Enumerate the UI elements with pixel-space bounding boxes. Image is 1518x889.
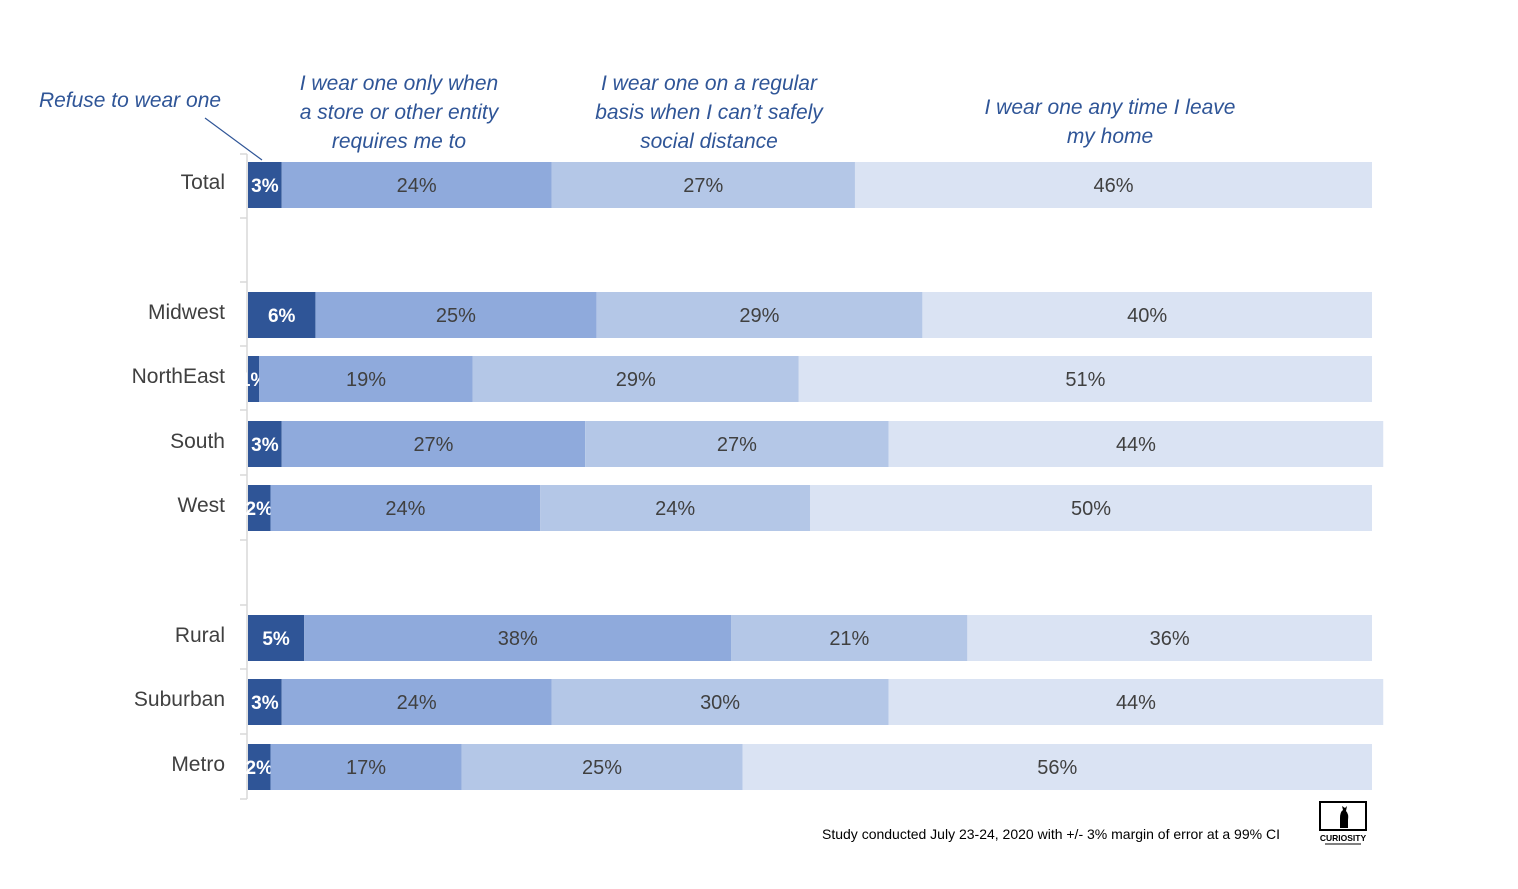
bar-segment [540, 485, 810, 531]
data-label: 6% [268, 306, 296, 327]
bar-segment [281, 679, 552, 725]
bar-segment [888, 679, 1384, 725]
series-header: I wear one on a regular basis when I can’… [570, 69, 848, 156]
category-label: West [177, 494, 225, 517]
data-label: 40% [1127, 305, 1167, 327]
bar-segment [854, 162, 1372, 208]
series-header-line: social distance [640, 130, 778, 153]
bar-segment [585, 421, 889, 467]
data-label: 56% [1037, 757, 1077, 779]
data-label: 21% [829, 628, 869, 650]
bar-segment [798, 356, 1372, 402]
bar-segment [248, 162, 282, 208]
data-label: 44% [1116, 434, 1156, 456]
category-label: Midwest [147, 301, 225, 324]
bar-segment [270, 485, 541, 531]
series-header: I wear one only when a store or other ent… [268, 69, 530, 156]
bar-segment [248, 421, 282, 467]
data-label: 3% [251, 435, 279, 456]
bar-segment [461, 744, 743, 790]
bar-segment [551, 162, 855, 208]
series-header: I wear one any time I leave my home [960, 93, 1260, 151]
category-label: Suburban [133, 688, 225, 711]
data-label: 24% [397, 175, 437, 197]
bar-segment [967, 615, 1372, 661]
series-header-line: basis when I can’t safely [595, 101, 823, 124]
category-label: Total [180, 171, 225, 194]
data-label: 5% [262, 629, 290, 650]
data-label: 50% [1071, 498, 1111, 520]
category-label: Rural [174, 624, 225, 647]
data-label: 2% [246, 758, 274, 779]
data-label: 36% [1150, 628, 1190, 650]
bar-segment [810, 485, 1372, 531]
bar-segment [270, 744, 462, 790]
series-header-line: I wear one only when [299, 72, 499, 95]
data-label: 29% [739, 305, 779, 327]
series-header: Refuse to wear one [20, 86, 240, 115]
curiosity-logo: CURIOSITY [1319, 801, 1367, 845]
data-label: 2% [246, 499, 274, 520]
data-label: 24% [655, 498, 695, 520]
data-label: 19% [346, 369, 386, 391]
data-label: 51% [1065, 369, 1105, 391]
series-header-line: Refuse to wear one [38, 89, 222, 112]
bar-segment [472, 356, 799, 402]
bar-segment [304, 615, 732, 661]
series-header-line: I wear one any time I leave [984, 96, 1236, 119]
series-header-line: I wear one on a regular [601, 72, 817, 95]
bar-segment [248, 744, 271, 790]
bar-segment [248, 356, 260, 402]
bar-segment [248, 615, 305, 661]
data-label: 24% [397, 692, 437, 714]
category-label: Metro [171, 753, 225, 776]
bar-segment [731, 615, 968, 661]
data-label: 25% [436, 305, 476, 327]
bar-segment [248, 485, 271, 531]
data-label: 17% [346, 757, 386, 779]
series-header-line: my home [1066, 125, 1154, 148]
category-label: South [170, 430, 225, 453]
data-label: 44% [1116, 692, 1156, 714]
bar-segment [248, 292, 316, 338]
data-label: 30% [700, 692, 740, 714]
data-label: 3% [251, 176, 279, 197]
bar-segment [922, 292, 1372, 338]
data-label: 24% [385, 498, 425, 520]
bar-segment [596, 292, 923, 338]
data-label: 46% [1093, 175, 1133, 197]
data-label: 25% [582, 757, 622, 779]
bar-segment [259, 356, 473, 402]
bar-segment [248, 679, 282, 725]
data-label: 29% [616, 369, 656, 391]
bar-segment [742, 744, 1372, 790]
data-label: 27% [413, 434, 453, 456]
bar-segment [551, 679, 889, 725]
bar-segment [281, 162, 552, 208]
logo-text: CURIOSITY [1320, 833, 1367, 843]
series-header-line: a store or other entity [299, 101, 499, 124]
bar-segment [281, 421, 586, 467]
data-label: 27% [717, 434, 757, 456]
data-label: 38% [498, 628, 538, 650]
footnote: Study conducted July 23-24, 2020 with +/… [822, 826, 1280, 842]
data-label: 27% [683, 175, 723, 197]
category-label: NorthEast [131, 365, 225, 388]
leader-line [204, 117, 263, 161]
series-header-line: requires me to [331, 130, 467, 153]
bar-segment [888, 421, 1384, 467]
data-label: 3% [251, 693, 279, 714]
bar-segment [315, 292, 597, 338]
